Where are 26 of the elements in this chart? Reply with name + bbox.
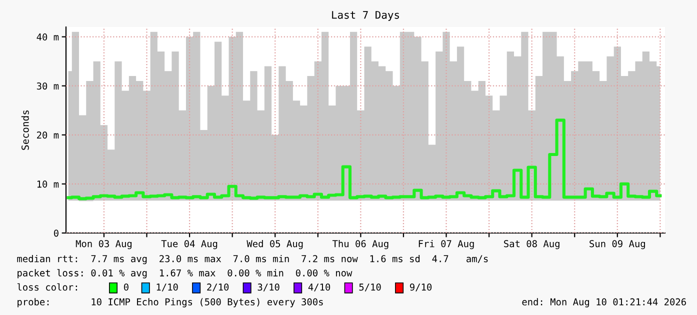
text: 0 bbox=[124, 284, 128, 291]
text: 9/10 bbox=[410, 284, 432, 292]
y-tick-label: 0 bbox=[54, 230, 58, 237]
y-tick-label: 10 m bbox=[37, 180, 59, 188]
x-tick-label: Wed 05 Aug bbox=[246, 240, 303, 250]
text: probe: 10 ICMP Echo Pings (500 Bytes) every 300s bbox=[18, 298, 323, 308]
y-tick-label: 40 m bbox=[36, 33, 59, 41]
text: 2/10 bbox=[207, 284, 229, 292]
text: 1/10 bbox=[156, 284, 178, 292]
text: 5/10 bbox=[359, 284, 381, 292]
text: loss color: bbox=[17, 283, 78, 291]
text: median rtt: 7.7 ms avg 23.0 ms max 7.0 ms min 7.2 ms now 1.6 ms sd 4.7 am/s bbox=[17, 254, 488, 264]
chart-title: Last 7 Days bbox=[332, 11, 399, 21]
text: end: Mon Aug 10 01:21:44 2026 bbox=[522, 298, 686, 308]
text: 3/10 bbox=[258, 284, 280, 292]
x-tick-label: Sat 08 Aug bbox=[504, 240, 560, 250]
y-axis-title: Seconds bbox=[21, 110, 29, 150]
x-tick-label: Fri 07 Aug bbox=[418, 240, 474, 250]
text: packet loss: 0.01 % avg 1.67 % max 0.00 % min 0.00 % now bbox=[18, 269, 352, 278]
y-tick-label: 30 m bbox=[36, 82, 59, 90]
x-tick-label: Thu 06 Aug bbox=[332, 240, 388, 250]
text: 4/10 bbox=[308, 284, 330, 292]
x-tick-label: Mon 03 Aug bbox=[76, 240, 132, 250]
x-tick-label: Tue 04 Aug bbox=[161, 240, 218, 250]
x-tick-label: Sun 09 Aug bbox=[590, 240, 645, 250]
y-tick-label: 20 m bbox=[37, 132, 59, 139]
